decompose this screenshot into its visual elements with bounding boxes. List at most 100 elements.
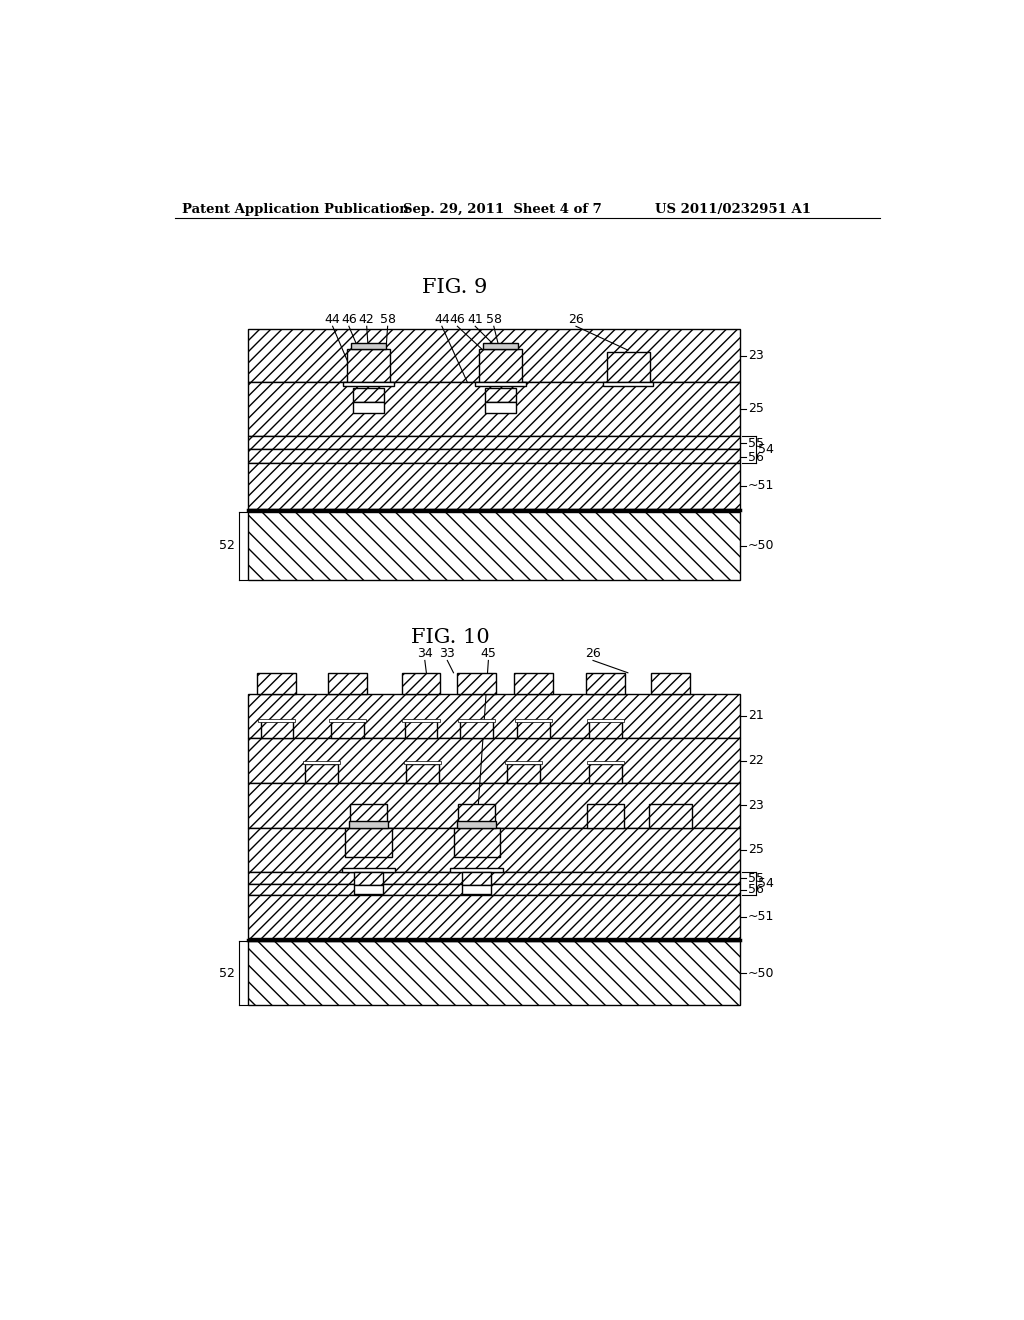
Bar: [248, 330, 740, 381]
Bar: [353, 884, 383, 894]
Bar: [248, 463, 740, 508]
Bar: [402, 719, 439, 722]
Text: 25: 25: [748, 403, 764, 416]
Text: 26: 26: [568, 313, 584, 326]
Bar: [248, 450, 740, 463]
Bar: [483, 343, 518, 350]
Bar: [587, 804, 624, 828]
Bar: [248, 381, 740, 436]
Bar: [305, 763, 338, 783]
Bar: [589, 721, 622, 738]
Bar: [248, 512, 740, 581]
Text: 45: 45: [480, 647, 497, 660]
Text: 54: 54: [758, 444, 774, 455]
Text: ~51: ~51: [748, 479, 774, 492]
Bar: [454, 828, 500, 857]
Bar: [651, 673, 690, 693]
Text: 42: 42: [358, 313, 375, 326]
Text: 56: 56: [748, 883, 764, 896]
Text: 44: 44: [325, 313, 340, 326]
Bar: [248, 693, 740, 738]
Text: 55: 55: [748, 871, 764, 884]
Text: 21: 21: [748, 709, 764, 722]
Text: ~50: ~50: [748, 539, 774, 552]
Bar: [514, 673, 553, 693]
Bar: [331, 721, 364, 738]
Bar: [603, 381, 653, 385]
Bar: [248, 783, 740, 828]
Text: 41: 41: [467, 313, 483, 326]
Bar: [403, 762, 441, 764]
Bar: [515, 719, 552, 722]
Bar: [458, 673, 496, 693]
Bar: [479, 350, 521, 381]
Bar: [342, 869, 394, 873]
Bar: [407, 763, 438, 783]
Bar: [454, 828, 500, 857]
Bar: [328, 673, 367, 693]
Bar: [248, 941, 740, 1006]
Text: 23: 23: [748, 799, 764, 812]
Text: FIG. 10: FIG. 10: [411, 628, 489, 647]
Bar: [352, 401, 384, 412]
Bar: [349, 804, 387, 828]
Text: 58: 58: [485, 313, 502, 326]
Bar: [353, 873, 383, 884]
Bar: [649, 804, 692, 828]
Text: 23: 23: [748, 348, 764, 362]
Text: 22: 22: [748, 754, 764, 767]
Text: 25: 25: [748, 843, 764, 857]
Bar: [248, 738, 740, 783]
Bar: [407, 763, 438, 783]
Bar: [404, 721, 437, 738]
Bar: [352, 388, 384, 401]
Bar: [458, 719, 496, 722]
Bar: [257, 673, 296, 693]
Text: 26: 26: [585, 647, 601, 660]
Bar: [462, 873, 492, 884]
Text: 52: 52: [219, 966, 234, 979]
Bar: [248, 884, 740, 895]
Bar: [248, 512, 740, 581]
Bar: [461, 721, 493, 738]
Bar: [331, 721, 364, 738]
Text: ~50: ~50: [748, 966, 774, 979]
Text: Patent Application Publication: Patent Application Publication: [182, 203, 409, 216]
Bar: [507, 763, 540, 783]
Bar: [353, 873, 383, 884]
Bar: [507, 763, 540, 783]
Bar: [401, 673, 440, 693]
Bar: [475, 381, 525, 385]
Bar: [607, 352, 649, 381]
Bar: [248, 693, 740, 738]
Bar: [586, 673, 625, 693]
Bar: [607, 352, 649, 381]
Bar: [651, 673, 690, 693]
Bar: [505, 762, 542, 764]
Bar: [587, 804, 624, 828]
Bar: [248, 330, 740, 381]
Text: US 2011/0232951 A1: US 2011/0232951 A1: [655, 203, 811, 216]
Text: FIG. 9: FIG. 9: [423, 277, 487, 297]
Bar: [328, 673, 367, 693]
Text: 46: 46: [450, 313, 465, 326]
Bar: [347, 350, 390, 381]
Text: 52: 52: [219, 539, 234, 552]
Bar: [260, 721, 293, 738]
Text: ~51: ~51: [748, 911, 774, 924]
Bar: [248, 895, 740, 939]
Bar: [589, 763, 622, 783]
Bar: [248, 873, 740, 884]
Text: 54: 54: [758, 878, 774, 890]
Bar: [248, 738, 740, 783]
Text: Sep. 29, 2011  Sheet 4 of 7: Sep. 29, 2011 Sheet 4 of 7: [403, 203, 602, 216]
Bar: [258, 719, 295, 722]
Bar: [248, 436, 740, 449]
Bar: [484, 388, 515, 401]
Bar: [587, 762, 624, 764]
Bar: [589, 763, 622, 783]
Text: 44: 44: [434, 313, 450, 326]
Bar: [458, 821, 496, 828]
Bar: [349, 804, 387, 828]
Bar: [248, 783, 740, 828]
